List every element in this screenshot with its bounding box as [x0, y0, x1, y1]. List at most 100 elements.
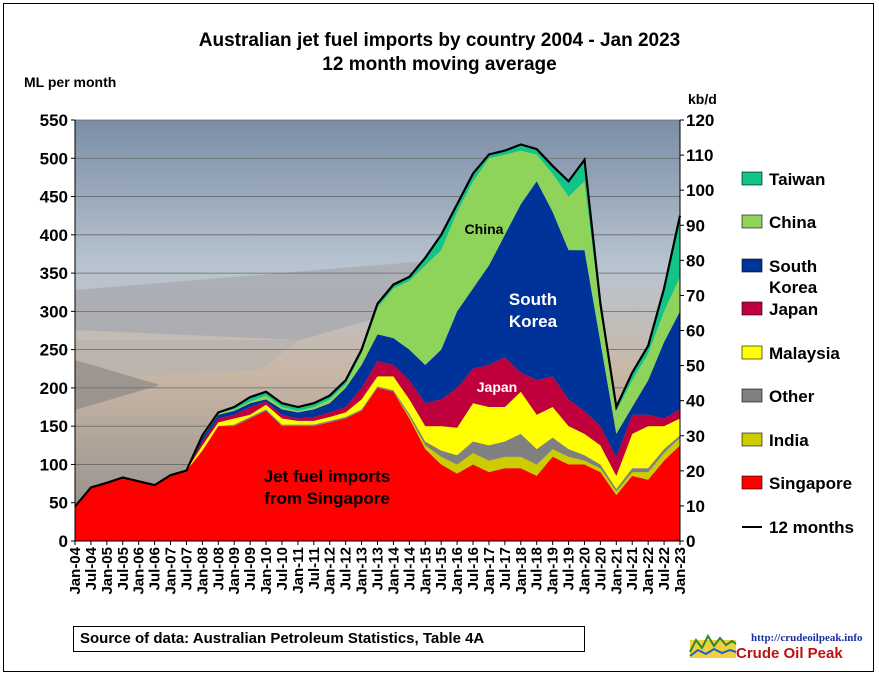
left-tick-label: 300: [40, 302, 68, 321]
left-axis: 0 50 100 150 200 250 300 350 400 450 500 550: [40, 111, 76, 551]
right-tick-label: 100: [686, 181, 714, 200]
x-tick-label: Jan-23: [672, 547, 689, 595]
x-tick-label: Jan-06: [131, 547, 148, 595]
x-tick-label: Jul-16: [465, 547, 482, 590]
x-tick-label: Jul-18: [529, 547, 546, 590]
left-tick-label: 550: [40, 111, 68, 130]
legend-label-japan: Japan: [769, 300, 818, 319]
annotation-japan: Japan: [477, 379, 517, 395]
x-tick-label: Jan-10: [258, 547, 275, 595]
x-tick-label: Jan-09: [226, 547, 243, 595]
x-tick-label: Jan-13: [354, 547, 371, 595]
right-tick-label: 30: [686, 427, 705, 446]
x-tick-label: Jul-21: [624, 547, 641, 590]
right-tick-label: 20: [686, 462, 705, 481]
left-tick-label: 150: [40, 417, 68, 436]
legend-swatch-south-korea: [741, 258, 763, 273]
annotation-south-korea: South Korea: [509, 290, 558, 331]
x-tick-label: Jan-04: [67, 546, 84, 594]
x-tick-label: Jan-05: [99, 547, 116, 595]
legend-label-singapore: Singapore: [769, 474, 852, 493]
legend-swatch-other: [741, 388, 763, 403]
legend-swatch-taiwan: [741, 171, 763, 186]
chart-subtitle: 12 month moving average: [322, 54, 557, 75]
x-tick-label: Jan-19: [545, 547, 562, 595]
x-tick-label: Jan-12: [322, 547, 339, 595]
x-tick-label: Jul-15: [433, 547, 450, 590]
right-tick-label: 70: [686, 286, 705, 305]
x-tick-label: Jan-16: [449, 547, 466, 595]
area-china: [75, 150, 680, 507]
x-tick-label: Jul-20: [592, 547, 609, 590]
right-axis: 0 10 20 30 40 50 60 70 80 90 100 110 120: [679, 111, 714, 551]
left-tick-label: 200: [40, 379, 68, 398]
x-tick-label: Jan-15: [417, 547, 434, 595]
legend-swatch-japan: [741, 301, 763, 316]
x-tick-label: Jul-08: [210, 547, 227, 590]
left-tick-label: 350: [40, 264, 68, 283]
legend-label-malaysia: Malaysia: [769, 344, 840, 363]
x-tick-label: Jan-21: [608, 547, 625, 595]
x-tick-label: Jul-19: [561, 547, 578, 590]
x-tick-label: Jan-14: [385, 546, 402, 594]
annotation-singapore: Jet fuel imports from Singapore: [264, 467, 391, 508]
logo-url[interactable]: http://crudeoilpeak.info: [751, 632, 863, 644]
legend-label-south-korea: South Korea: [769, 257, 818, 297]
x-tick-label: Jul-13: [370, 547, 387, 590]
x-tick-label: Jan-07: [163, 547, 180, 595]
right-tick-label: 60: [686, 322, 705, 341]
x-tick-label: Jan-20: [576, 547, 593, 595]
x-tick-label: Jul-07: [178, 547, 195, 590]
legend-swatch-malaysia: [741, 345, 763, 360]
left-tick-label: 0: [59, 532, 68, 551]
right-tick-label: 120: [686, 111, 714, 130]
area-south-korea: [75, 181, 680, 507]
legend-label-taiwan: Taiwan: [769, 170, 825, 189]
legend-swatch-singapore: [741, 475, 763, 490]
left-tick-label: 450: [40, 188, 68, 207]
logo-icon: [689, 633, 737, 658]
chart-title: Australian jet fuel imports by country 2…: [198, 30, 681, 51]
annotations: China South Korea Japan Jet fuel imports from…: [264, 221, 558, 508]
x-tick-label: Jul-10: [274, 547, 291, 590]
legend-swatch-india: [741, 432, 763, 447]
right-tick-label: 40: [686, 392, 705, 411]
right-tick-label: 0: [686, 532, 695, 551]
right-tick-label: 110: [686, 146, 713, 165]
left-tick-label: 100: [40, 455, 68, 474]
series-line-12-months: [74, 143, 682, 508]
stacked-areas: [75, 144, 680, 541]
legend: Taiwan China South Korea Japan Malaysia Other I…: [741, 170, 854, 537]
area-other: [75, 386, 680, 507]
area-malaysia: [75, 376, 680, 507]
twelve-month-line: [74, 143, 682, 508]
x-tick-label: Jul-14: [401, 546, 418, 590]
legend-label-india: India: [769, 431, 809, 450]
x-tick-label: Jul-05: [115, 547, 132, 590]
annotation-china: China: [465, 221, 504, 237]
right-axis-unit: kb/d: [688, 91, 717, 107]
left-axis-unit: ML per month: [24, 74, 117, 90]
x-tick-label: Jan-11: [290, 547, 307, 594]
x-tick-label: Jan-17: [481, 547, 498, 595]
right-tick-label: 90: [686, 216, 705, 235]
left-tick-label: 50: [49, 494, 68, 513]
source-note: Source of data: Australian Petroleum Sta…: [73, 626, 585, 652]
left-tick-label: 500: [40, 149, 68, 168]
logo-name: Crude Oil Peak: [736, 645, 843, 662]
x-tick-label: Jan-22: [640, 547, 657, 595]
x-tick-label: Jul-22: [656, 547, 673, 590]
right-tick-label: 50: [686, 357, 705, 376]
x-tick-label: Jan-08: [194, 547, 211, 595]
area-japan: [75, 357, 680, 507]
legend-label-12-months: 12 months: [769, 518, 854, 537]
x-tick-label: Jul-04: [83, 546, 100, 590]
x-tick-label: Jul-12: [338, 547, 355, 590]
x-axis: Jan-04Jul-04Jan-05Jul-05Jan-06Jul-06Jan-…: [67, 540, 689, 595]
legend-label-other: Other: [769, 387, 815, 406]
legend-label-china: China: [769, 213, 817, 232]
left-tick-label: 400: [40, 226, 68, 245]
right-tick-label: 10: [686, 497, 705, 516]
x-tick-label: Jan-18: [513, 547, 530, 595]
